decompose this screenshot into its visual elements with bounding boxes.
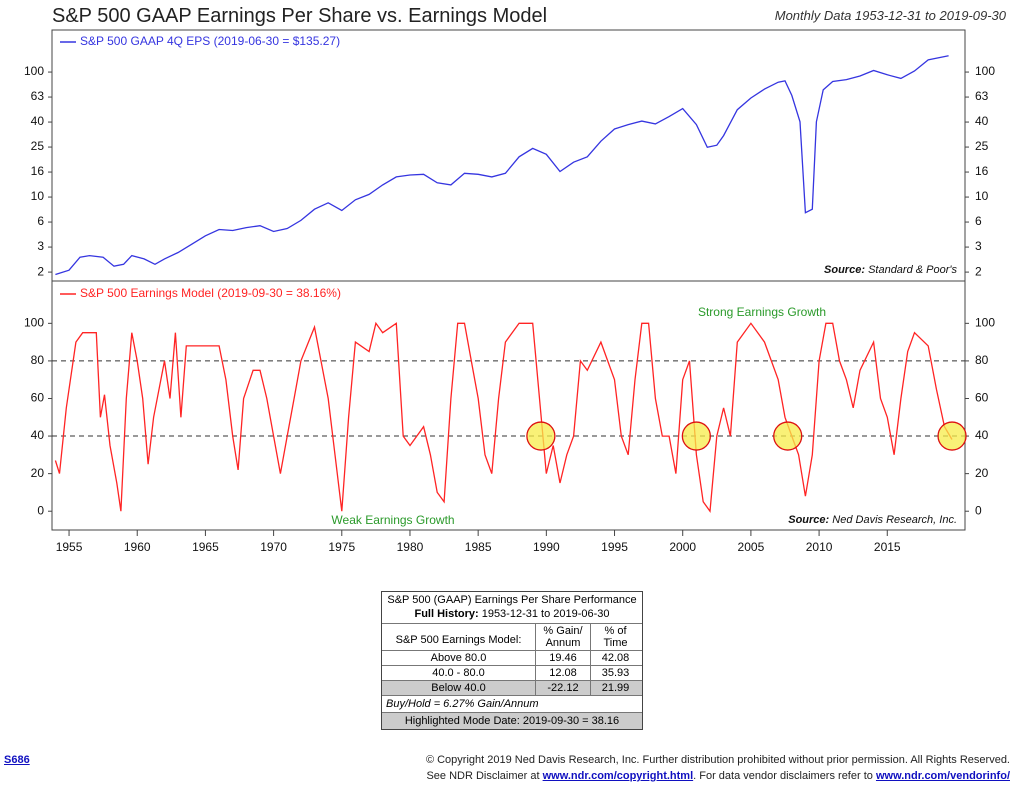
x-tick-label: 2000 [669,540,696,554]
y-tick-label: 10 [975,189,989,203]
source: Source: Standard & Poor's [824,264,957,276]
x-tick-label: 1955 [56,540,83,554]
y-tick-label: 100 [975,316,995,330]
y-tick-label: 60 [975,391,989,405]
y-tick-label: 2 [37,264,44,278]
footer-code: S686 [4,754,30,766]
column-header: S&P 500 Earnings Model: [382,624,536,650]
y-tick-label: 80 [975,353,989,367]
table-row: Below 40.0 -22.12 21.99 [382,680,642,695]
table-row: 40.0 - 80.0 12.08 35.93 [382,665,642,680]
disclaimer-text: See NDR Disclaimer at [426,770,540,782]
x-tick-label: 1980 [397,540,424,554]
disclaimer: See NDR Disclaimer at www.ndr.com/copyri… [426,770,1010,782]
y-tick-label: 100 [975,64,995,78]
y-tick-label: 20 [975,466,989,480]
table-cell: 21.99 [601,682,630,694]
table-header: S&P 500 Earnings Model: % Gain/ Annum % … [382,623,642,650]
highlight [681,421,712,451]
y-tick-label: 25 [975,139,989,153]
y-tick-label: 40 [975,428,989,442]
y-tick-label: 63 [975,89,989,103]
plot-frame [51,29,966,531]
series-line [54,321,953,513]
chart: 2 2 3 3 6 6 10 10 16 16 25 25 40 40 63 63 100 100 S&P 500 … [24,29,995,554]
y-tick-label: 2 [975,264,982,278]
y-tick-label: 100 [24,316,44,330]
copyright: © Copyright 2019 Ned Davis Research, Inc… [425,754,1010,766]
x-tick-label: 1970 [260,540,287,554]
source: Source: Ned Davis Research, Inc. [788,514,957,526]
y-tick-label: 16 [31,164,45,178]
y-tick-label: 40 [31,114,45,128]
y-tick-label: 3 [37,239,44,253]
table-cell: 19.46 [536,651,591,665]
y-tick-label: 20 [31,466,45,480]
performance-table: S&P 500 (GAAP) Earnings Per Share Perfor… [381,591,643,730]
history-label: Full History: [414,608,479,620]
source-label: Source: [824,264,865,276]
table-note: Buy/Hold = 6.27% Gain/Annum [382,695,642,712]
table-cell: 42.08 [601,652,630,664]
y-tick-label: 6 [975,214,982,228]
x-tick-label: 2005 [738,540,765,554]
source-label: Source: [788,514,829,526]
column-header: % of Time [603,625,628,649]
y-tick-label: 6 [37,214,44,228]
y-tick-label: 0 [975,503,982,517]
table-cell: 12.08 [536,666,591,680]
source-text: Ned Davis Research, Inc. [832,514,957,526]
y-tick-label: 3 [975,239,982,253]
y-tick-label: 80 [31,353,45,367]
link[interactable]: www.ndr.com/copyright.html [542,770,694,782]
y-tick-label: 100 [24,64,44,78]
legend-label: S&P 500 GAAP 4Q EPS (2019-06-30 = $135.2… [80,34,340,48]
table-cell: 35.93 [601,667,630,679]
history: 1953-12-31 to 2019-06-30 [481,608,610,620]
series-line [55,55,949,276]
x-tick-label: 1985 [465,540,492,554]
x-tick-label: 1960 [124,540,151,554]
page-subtitle: Monthly Data 1953-12-31 to 2019-09-30 [774,8,1006,23]
y-tick-label: 60 [31,391,45,405]
highlight [526,421,556,451]
y-tick-label: 40 [975,114,989,128]
highlight [773,421,803,451]
table-cell: Below 40.0 [382,681,536,695]
table-highlight: Highlighted Mode Date: 2019-09-30 = 38.1… [382,712,642,729]
y-tick-label: 0 [37,503,44,517]
y-tick-label: 25 [31,139,45,153]
y-tick-label: 40 [31,428,45,442]
table-title: S&P 500 (GAAP) Earnings Per Share Perfor… [387,594,637,606]
table-cell: Above 80.0 [382,651,536,665]
annotation: Strong Earnings Growth [698,305,826,319]
page-title: S&P 500 GAAP Earnings Per Share vs. Earn… [52,5,548,27]
highlight [937,421,967,451]
legend-label: S&P 500 Earnings Model (2019-09-30 = 38.… [80,286,341,300]
table-history: Full History: 1953-12-31 to 2019-06-30 [382,608,642,623]
x-tick-label: 1975 [328,540,355,554]
y-tick-label: 10 [31,189,45,203]
code-link[interactable]: S686 [4,754,30,766]
x-tick-label: 2015 [874,540,901,554]
link[interactable]: www.ndr.com/vendorinfo/ [875,770,1010,782]
annotation: Weak Earnings Growth [331,513,454,527]
y-tick-label: 63 [31,89,45,103]
source-text: Standard & Poor's [868,264,957,276]
x-tick-label: 1995 [601,540,628,554]
table-cell: -22.12 [536,681,591,695]
y-tick-label: 16 [975,164,989,178]
x-tick-label: 2010 [806,540,833,554]
column-header: % Gain/ Annum [536,624,591,650]
disclaimer-text: . For data vendor disclaimers refer to [693,770,873,782]
x-tick-label: 1990 [533,540,560,554]
x-tick-label: 1965 [192,540,219,554]
table-cell: 40.0 - 80.0 [382,666,536,680]
table-row: Above 80.0 19.46 42.08 [382,650,642,665]
